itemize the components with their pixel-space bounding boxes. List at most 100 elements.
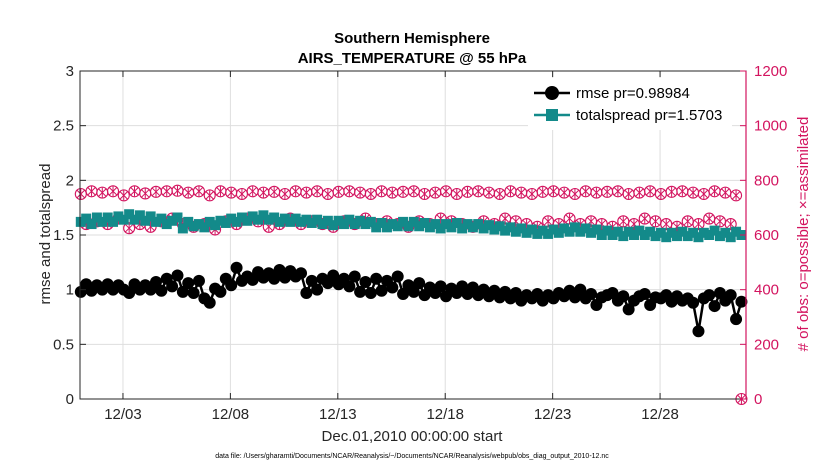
point-totalspread <box>210 220 221 231</box>
point-totalspread <box>451 217 462 228</box>
point-totalspread <box>172 212 183 223</box>
point-rmse <box>348 270 361 283</box>
obs-marker <box>713 215 727 228</box>
point-totalspread <box>618 231 629 242</box>
obs-marker <box>622 187 635 201</box>
y-tick-label-left: 0 <box>66 391 74 408</box>
obs-marker <box>703 212 716 225</box>
obs-circle <box>563 212 576 225</box>
point-totalspread <box>467 222 478 233</box>
point-totalspread <box>543 228 554 239</box>
point-rmse <box>730 313 743 326</box>
point-totalspread <box>516 223 527 234</box>
obs-marker <box>139 187 152 200</box>
point-totalspread <box>102 212 113 223</box>
point-totalspread <box>548 224 559 235</box>
point-totalspread <box>532 228 543 239</box>
obs-marker <box>439 185 453 198</box>
point-totalspread <box>580 223 591 234</box>
x-axis-label: Dec.01,2010 00:00:00 start <box>322 428 504 445</box>
point-totalspread <box>156 213 167 224</box>
point-totalspread <box>553 227 564 238</box>
x-tick-label: 12/18 <box>426 406 464 423</box>
point-rmse <box>203 296 216 309</box>
obs-marker <box>203 189 216 202</box>
point-totalspread <box>612 226 623 237</box>
obs-circle <box>730 189 743 202</box>
point-totalspread <box>317 219 328 230</box>
y-tick-label-left: 2 <box>66 172 74 189</box>
obs-marker <box>171 184 184 197</box>
point-totalspread <box>666 227 677 238</box>
point-rmse <box>692 325 705 338</box>
point-totalspread <box>365 216 376 227</box>
point-totalspread <box>575 226 586 237</box>
point-totalspread <box>559 223 570 234</box>
point-rmse <box>305 274 318 287</box>
obs-marker <box>644 185 657 198</box>
point-rmse <box>708 300 721 313</box>
point-totalspread <box>97 216 108 227</box>
obs-marker <box>289 185 302 198</box>
point-totalspread <box>269 212 280 223</box>
obs-circle <box>117 189 130 202</box>
point-totalspread <box>322 215 333 226</box>
x-tick-label: 12/08 <box>212 406 250 423</box>
obs-circle <box>192 185 206 198</box>
obs-marker <box>397 185 410 198</box>
obs-marker <box>681 215 694 228</box>
point-totalspread <box>661 232 672 243</box>
point-rmse <box>295 267 308 280</box>
point-rmse <box>354 285 367 298</box>
point-totalspread <box>725 232 736 243</box>
point-rmse <box>149 276 162 289</box>
point-totalspread <box>483 220 494 231</box>
point-rmse <box>171 269 184 282</box>
point-totalspread <box>457 223 468 234</box>
obs-marker <box>601 185 614 198</box>
point-totalspread <box>446 222 457 233</box>
obs-marker <box>493 187 506 201</box>
point-totalspread <box>677 226 688 237</box>
point-rmse <box>359 276 372 289</box>
point-rmse <box>386 281 399 294</box>
point-totalspread <box>371 222 382 233</box>
obs-circle <box>692 218 705 231</box>
obs-marker <box>563 212 576 225</box>
point-rmse <box>407 285 420 298</box>
point-rmse <box>155 284 168 297</box>
point-totalspread <box>462 219 473 230</box>
point-rmse <box>370 272 383 285</box>
obs-marker <box>654 187 667 201</box>
point-totalspread <box>392 221 403 232</box>
point-totalspread <box>478 223 489 234</box>
legend-box <box>528 78 732 130</box>
point-totalspread <box>693 232 704 243</box>
point-totalspread <box>688 227 699 238</box>
point-totalspread <box>403 221 414 232</box>
point-totalspread <box>338 219 349 230</box>
obs-marker <box>525 187 539 201</box>
obs-marker <box>692 218 705 231</box>
obs-marker <box>375 185 388 198</box>
point-totalspread <box>199 222 210 233</box>
obs-marker <box>687 186 700 199</box>
point-totalspread <box>650 231 661 242</box>
y-tick-label-right: 1000 <box>754 118 787 135</box>
point-totalspread <box>349 219 360 230</box>
chart-title-line1: Southern Hemisphere <box>334 30 490 47</box>
obs-marker <box>128 185 141 198</box>
legend-marker-rmse <box>545 86 559 100</box>
y-tick-label-left: 3 <box>66 63 74 80</box>
obs-marker <box>719 186 732 199</box>
point-rmse <box>687 296 700 309</box>
point-totalspread <box>414 221 425 232</box>
obs-marker <box>268 185 281 198</box>
point-totalspread <box>129 214 140 225</box>
point-totalspread <box>714 231 725 242</box>
obs-marker <box>697 187 710 201</box>
point-rmse <box>214 285 227 298</box>
point-totalspread <box>204 216 215 227</box>
point-totalspread <box>634 225 645 236</box>
point-totalspread <box>263 214 274 225</box>
